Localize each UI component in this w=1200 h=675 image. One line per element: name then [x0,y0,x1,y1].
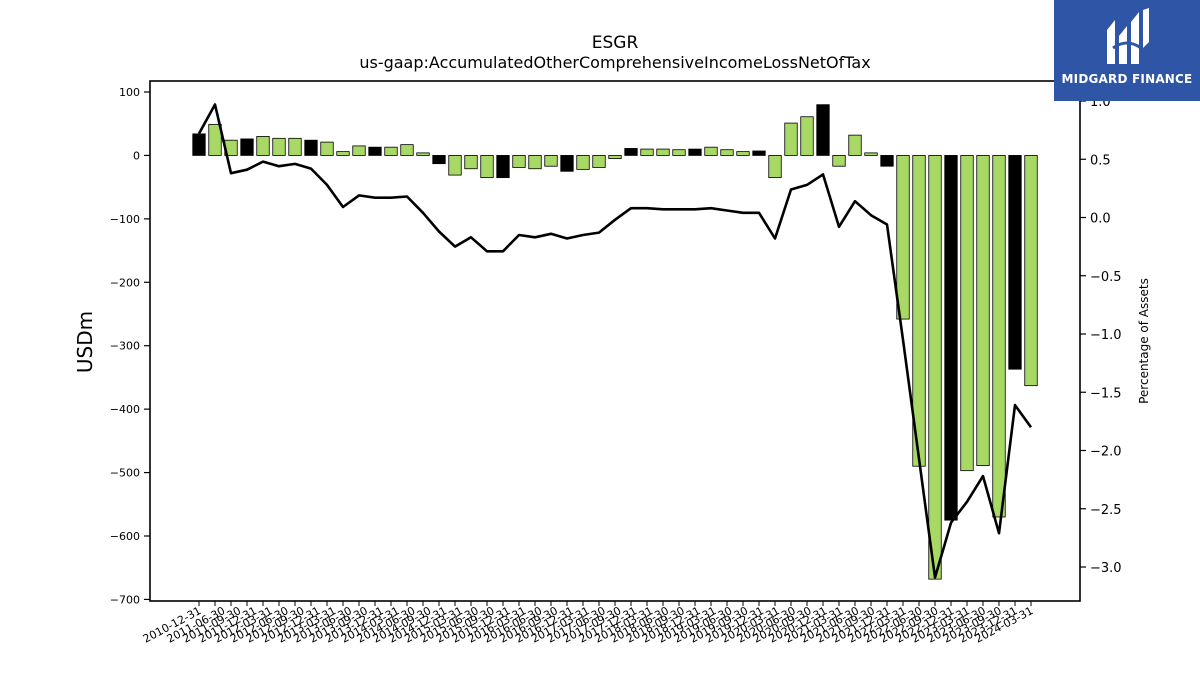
bar [800,116,814,156]
y-tick-label: −700 [110,593,140,606]
bar [272,137,286,156]
y2-tick-label: 0.5 [1090,153,1111,168]
bar [816,104,830,156]
bar [320,141,334,156]
y-axis-label: USDm [73,311,97,373]
y2-tick-label: −3.0 [1090,561,1122,576]
bar [848,134,862,156]
y-tick-label: −600 [110,530,140,543]
bar [304,139,318,156]
bar [352,145,366,156]
bar [528,155,542,170]
bar [432,155,446,165]
y-tick-label: −200 [110,276,140,289]
y-tick-label: −300 [110,340,140,353]
bar [448,155,462,176]
bar [736,151,750,156]
bar [688,148,702,156]
bar [1024,155,1038,387]
bar [560,155,574,172]
midgard-finance-logo: MIDGARD FINANCE [1054,0,1200,101]
pct-assets-line [197,103,1033,579]
bar [880,155,894,167]
line-layer [197,103,1033,579]
bar [240,138,254,156]
bar [656,148,670,156]
bar [480,155,494,179]
bar [928,155,942,580]
y-tick-label: −400 [110,403,140,416]
bar [832,155,846,167]
bar [608,155,622,160]
bar [896,155,910,320]
bar [512,155,526,168]
y2-tick-label: −0.5 [1090,270,1122,285]
axes-layer: 1000−100−200−300−400−500−600−7001.00.50.… [110,80,1122,646]
bar [960,155,974,472]
y2-tick-label: −2.0 [1090,445,1122,460]
bar [640,148,654,156]
bar [992,155,1006,518]
chart-subtitle: us-gaap:AccumulatedOtherComprehensiveInc… [359,53,870,72]
bar [944,155,958,521]
y-tick-label: −500 [110,467,140,480]
chart-title: ESGR [592,33,639,53]
bar [416,152,430,156]
bar [496,155,510,179]
logo-text: MIDGARD FINANCE [1061,72,1193,86]
bar [368,146,382,156]
y2-tick-label: −1.0 [1090,328,1122,343]
midgard-logo-icon [1107,8,1149,64]
bar [752,150,766,156]
bar [288,137,302,156]
bar [384,146,398,156]
bar [576,155,590,170]
bar [592,155,606,168]
y-tick-label: −100 [110,213,140,226]
y2-tick-label: 0.0 [1090,212,1111,227]
bar [768,155,782,179]
bar [208,123,222,156]
bars-layer [192,104,1038,580]
bar [976,155,990,466]
bar [672,149,686,156]
bar [256,135,270,156]
y-tick-label: 0 [133,149,140,162]
y-tick-label: 100 [119,86,140,99]
bar [464,155,478,170]
bar [864,152,878,156]
y2-tick-label: −2.5 [1090,503,1122,518]
bar [784,122,798,156]
y2-axis-label: Percentage of Assets [1137,278,1151,404]
bar [336,151,350,156]
bar [1008,155,1022,370]
bar [720,149,734,156]
bar [624,148,638,156]
bar [544,155,558,167]
bar [704,146,718,156]
y2-tick-label: −1.5 [1090,386,1122,401]
bar [192,133,206,156]
bar [400,144,414,156]
